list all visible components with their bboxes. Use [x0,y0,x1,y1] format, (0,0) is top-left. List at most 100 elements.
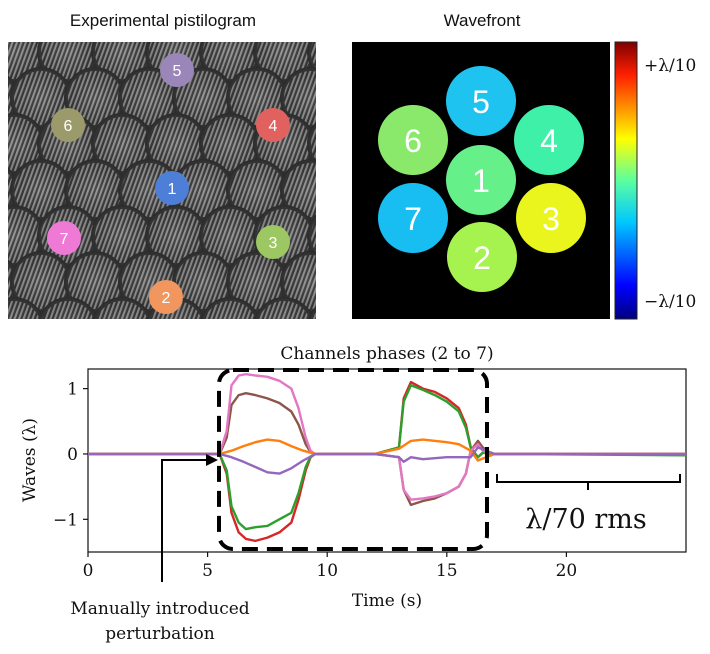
segment-marker-label: 7 [60,231,69,248]
fringe-pattern [41,42,95,79]
fringe-pattern [284,255,316,309]
x-tick-label: 5 [202,561,213,581]
fringe-pattern [14,163,68,217]
wavefront-segment-label: 5 [472,84,490,120]
colorbar-min-label: −λ/10 [644,292,696,312]
fringe-pattern [284,0,338,33]
wavefront-segment-label: 3 [542,201,560,237]
fringe-pattern [95,209,149,263]
fringe-pattern [176,71,230,125]
pistilogram-title: Experimental pistilogram [70,11,256,30]
fringe-pattern [284,71,316,125]
segment-marker-4 [256,108,290,142]
y-axis-label: Waves (λ) [20,418,40,502]
perturbation-annotation-line1: Manually introduced [70,599,249,619]
fringe-pattern [203,117,257,171]
x-tick-label: 10 [316,561,338,581]
wavefront-segment-3 [516,183,586,253]
segment-marker-label: 6 [64,118,73,135]
fringe-pattern [311,42,316,68]
fringe-pattern [338,0,392,33]
wavefront-segment-7 [378,183,448,253]
fringe-pattern [149,209,203,263]
fringe-pattern [203,209,257,263]
wavefront-segment-label: 4 [540,123,558,159]
segment-marker-label: 1 [168,181,177,198]
fringe-pattern [8,301,40,319]
fringe-pattern [95,42,149,79]
fringe-pattern [230,163,284,217]
y-tick-label: 0 [67,445,78,465]
fringe-pattern [176,163,230,217]
fringe-cell [0,343,18,405]
fringe-pattern [230,255,284,309]
segment-marker-6 [51,108,85,142]
series-line-6 [88,446,686,475]
fringe-pattern [257,42,311,79]
rms-annotation: λ/70 rms [525,504,647,535]
fringe-pattern [230,347,284,401]
fringe-pattern [204,301,256,319]
fringe-pattern [14,71,68,125]
fringe-pattern [203,42,257,79]
rms-bracket [496,474,681,490]
wavefront-segment-label: 2 [473,240,491,276]
colorbar-max-label: +λ/10 [644,56,696,76]
wavefront-segment-label: 6 [404,123,422,159]
pistilogram-image: 1 2 3 4 5 6 7 [0,0,396,405]
fringe-pattern [8,209,41,263]
fringe-cell [10,343,72,405]
y-tick-label: −1 [53,510,78,530]
fringe-pattern [311,128,316,160]
fringe-pattern [311,220,316,252]
fringe-pattern [0,347,14,401]
fringe-pattern [312,312,316,319]
fringe-cell [334,0,396,37]
fringe-pattern [68,163,122,217]
wavefront-segment-5 [446,66,516,136]
series-line-3 [88,392,686,507]
colorbar: +λ/10 −λ/10 [614,41,696,320]
fringe-pattern [96,301,148,319]
segment-marker-7 [47,221,81,255]
segment-marker-label: 5 [173,63,182,80]
segment-marker-2 [149,280,183,314]
perturbation-annotation-line2: perturbation [105,624,214,644]
x-tick-label: 0 [83,561,94,581]
segment-marker-label: 4 [269,118,278,135]
wavefront-segment-4 [514,105,584,175]
fringe-pattern [8,117,41,171]
fringe-pattern [14,347,68,401]
wavefront-title: Wavefront [444,11,521,30]
fringe-pattern [68,255,122,309]
fringe-pattern [95,117,149,171]
y-tick-label: 1 [67,380,78,400]
fringe-pattern [14,255,68,309]
chart-title: Channels phases (2 to 7) [280,344,493,364]
segment-marker-1 [155,171,189,205]
fringe-pattern [176,255,230,309]
fringe-pattern [258,301,310,319]
arrow-head [206,454,218,466]
segment-marker-label: 3 [269,235,278,252]
fringe-pattern [68,71,122,125]
segment-marker-5 [160,53,194,87]
fringe-pattern [122,347,176,401]
wavefront-segment-6 [378,105,448,175]
fringe-cell [118,343,180,405]
fringe-cell [280,0,342,37]
x-tick-label: 20 [556,561,578,581]
x-tick-label: 15 [436,561,458,581]
fringe-pattern [14,0,68,33]
fringe-pattern [42,301,94,319]
fringe-cell [0,0,18,37]
fringe-pattern [149,117,203,171]
wavefront-image: 1 2 3 4 5 6 7 [352,42,610,319]
perturbation-window-box [217,368,489,551]
segment-marker-3 [256,225,290,259]
x-axis-label: Time (s) [352,591,422,611]
perturbation-arrow [161,459,208,582]
wavefront-segment-2 [447,222,517,292]
fringe-pattern [122,71,176,125]
series-line-4 [88,373,686,501]
